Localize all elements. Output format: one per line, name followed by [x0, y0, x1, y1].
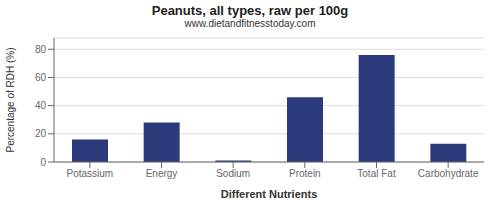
svg-text:0: 0 — [40, 157, 46, 168]
svg-text:80: 80 — [35, 44, 47, 55]
svg-text:Different Nutrients: Different Nutrients — [221, 188, 318, 200]
svg-text:Sodium: Sodium — [216, 168, 250, 179]
svg-text:Percentage of RDH (%): Percentage of RDH (%) — [8, 47, 16, 152]
svg-text:20: 20 — [35, 128, 47, 139]
svg-text:Potassium: Potassium — [66, 168, 113, 179]
svg-text:Carbohydrate: Carbohydrate — [418, 168, 479, 179]
svg-text:60: 60 — [35, 72, 47, 83]
svg-text:Total Fat: Total Fat — [357, 168, 396, 179]
html-text:www.dietandfitnesstoday.com: www.dietandfitnesstoday.com — [184, 18, 316, 29]
svg-text:Protein: Protein — [289, 168, 321, 179]
svg-text:40: 40 — [35, 100, 47, 111]
svg-text:Energy: Energy — [146, 168, 178, 179]
html-text:Peanuts, all types, raw per 10: Peanuts, all types, raw per 100g — [151, 3, 349, 18]
